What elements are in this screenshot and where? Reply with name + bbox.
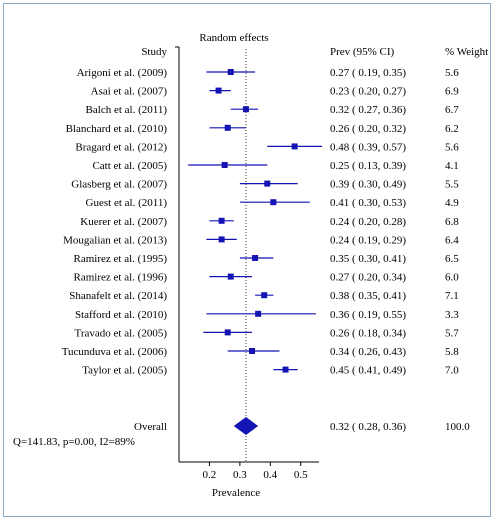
heterogeneity-stats: Q=141.83, p=0.00, I2=89% xyxy=(13,436,135,448)
study-label: Guest et al. (2011) xyxy=(86,197,168,209)
study-weight-text: 4.9 xyxy=(445,197,459,209)
study-label: Travado et al. (2005) xyxy=(75,327,168,339)
study-weight-text: 4.1 xyxy=(445,160,459,172)
point-estimate-marker xyxy=(215,87,222,94)
study-ci-text: 0.48 ( 0.39, 0.57) xyxy=(330,141,406,153)
study-label: Mougalian et al. (2013) xyxy=(63,234,167,246)
point-estimate-marker xyxy=(227,273,234,280)
x-tick-label: 0.4 xyxy=(263,469,277,481)
study-ci-text: 0.39 ( 0.30, 0.49) xyxy=(330,179,406,191)
study-label: Shanafelt et al. (2014) xyxy=(69,290,167,302)
study-weight-text: 5.5 xyxy=(445,179,459,191)
x-tick-label: 0.2 xyxy=(203,469,217,481)
study-weight-text: 5.6 xyxy=(445,67,459,79)
study-weight-text: 6.4 xyxy=(445,234,459,246)
study-label: Blanchard et al. (2010) xyxy=(66,123,168,135)
study-ci-text: 0.24 ( 0.19, 0.29) xyxy=(330,234,406,246)
study-label: Catt et al. (2005) xyxy=(92,160,167,172)
weight-column-header: % Weight xyxy=(445,46,488,58)
study-weight-text: 6.9 xyxy=(445,86,459,98)
study-weight-text: 7.0 xyxy=(445,365,459,377)
study-weight-text: 6.5 xyxy=(445,253,459,265)
study-label: Bragard et al. (2012) xyxy=(75,141,167,153)
study-label: Kuerer et al. (2007) xyxy=(80,216,167,228)
x-tick-label: 0.5 xyxy=(294,469,308,481)
point-estimate-marker xyxy=(264,180,271,187)
overall-diamond xyxy=(233,417,259,435)
prev-column-header: Prev (95% CI) xyxy=(330,46,394,58)
x-tick-label: 0.3 xyxy=(233,469,247,481)
study-label: Taylor et al. (2005) xyxy=(82,365,167,377)
point-estimate-marker xyxy=(291,143,298,150)
point-estimate-marker xyxy=(224,124,231,131)
point-estimate-marker xyxy=(282,366,289,373)
study-ci-text: 0.45 ( 0.41, 0.49) xyxy=(330,365,406,377)
point-estimate-marker xyxy=(221,162,228,168)
study-label: Arigoni et al. (2009) xyxy=(77,67,168,79)
study-weight-text: 6.0 xyxy=(445,272,459,284)
point-estimate-marker xyxy=(218,236,225,243)
point-estimate-marker xyxy=(218,217,225,224)
point-estimate-marker xyxy=(242,106,249,113)
study-weight-text: 5.7 xyxy=(445,327,459,339)
study-ci-text: 0.23 ( 0.20, 0.27) xyxy=(330,86,406,98)
study-ci-text: 0.27 ( 0.20, 0.34) xyxy=(330,272,406,284)
point-estimate-marker xyxy=(261,292,268,299)
study-ci-text: 0.34 ( 0.26, 0.43) xyxy=(330,346,406,358)
study-weight-text: 7.1 xyxy=(445,290,459,302)
study-label: Balch et al. (2011) xyxy=(86,104,168,116)
chart-title: Random effects xyxy=(199,32,268,44)
x-axis-label: Prevalence xyxy=(212,487,260,499)
study-weight-text: 6.8 xyxy=(445,216,459,228)
study-label: Tucunduva et al. (2006) xyxy=(62,346,168,358)
point-estimate-marker xyxy=(224,329,231,336)
figure-frame: Random effects Study Prev (95% CI) % Wei… xyxy=(3,3,491,517)
forest-plot: Random effects Study Prev (95% CI) % Wei… xyxy=(13,32,488,499)
study-weight-text: 5.6 xyxy=(445,141,459,153)
study-label: Ramirez et al. (1995) xyxy=(74,253,168,265)
overall-weight-text: 100.0 xyxy=(445,421,470,433)
study-ci-text: 0.27 ( 0.19, 0.35) xyxy=(330,67,406,79)
point-estimate-marker xyxy=(227,69,234,75)
study-ci-text: 0.36 ( 0.19, 0.55) xyxy=(330,309,406,321)
study-weight-text: 6.2 xyxy=(445,123,459,135)
study-label: Glasberg et al. (2007) xyxy=(71,179,167,191)
study-label: Stafford et al. (2010) xyxy=(75,309,167,321)
study-ci-text: 0.35 ( 0.30, 0.41) xyxy=(330,253,406,265)
study-column-header: Study xyxy=(141,46,167,58)
study-ci-text: 0.41 ( 0.30, 0.53) xyxy=(330,197,406,209)
study-ci-text: 0.26 ( 0.20, 0.32) xyxy=(330,123,406,135)
point-estimate-marker xyxy=(252,255,259,261)
study-ci-text: 0.38 ( 0.35, 0.41) xyxy=(330,290,406,302)
study-weight-text: 3.3 xyxy=(445,309,459,321)
study-label: Asai et al. (2007) xyxy=(91,86,168,98)
study-ci-text: 0.24 ( 0.20, 0.28) xyxy=(330,216,406,228)
study-weight-text: 5.8 xyxy=(445,346,459,358)
study-ci-text: 0.26 ( 0.18, 0.34) xyxy=(330,327,406,339)
point-estimate-marker xyxy=(249,348,256,354)
study-ci-text: 0.25 ( 0.13, 0.39) xyxy=(330,160,406,172)
point-estimate-marker xyxy=(255,310,262,317)
point-estimate-marker xyxy=(270,199,277,206)
study-weight-text: 6.7 xyxy=(445,104,459,116)
study-label: Ramirez et al. (1996) xyxy=(74,272,168,284)
study-ci-text: 0.32 ( 0.27, 0.36) xyxy=(330,104,406,116)
overall-label: Overall xyxy=(134,421,167,433)
overall-ci-text: 0.32 ( 0.28, 0.36) xyxy=(330,421,406,433)
